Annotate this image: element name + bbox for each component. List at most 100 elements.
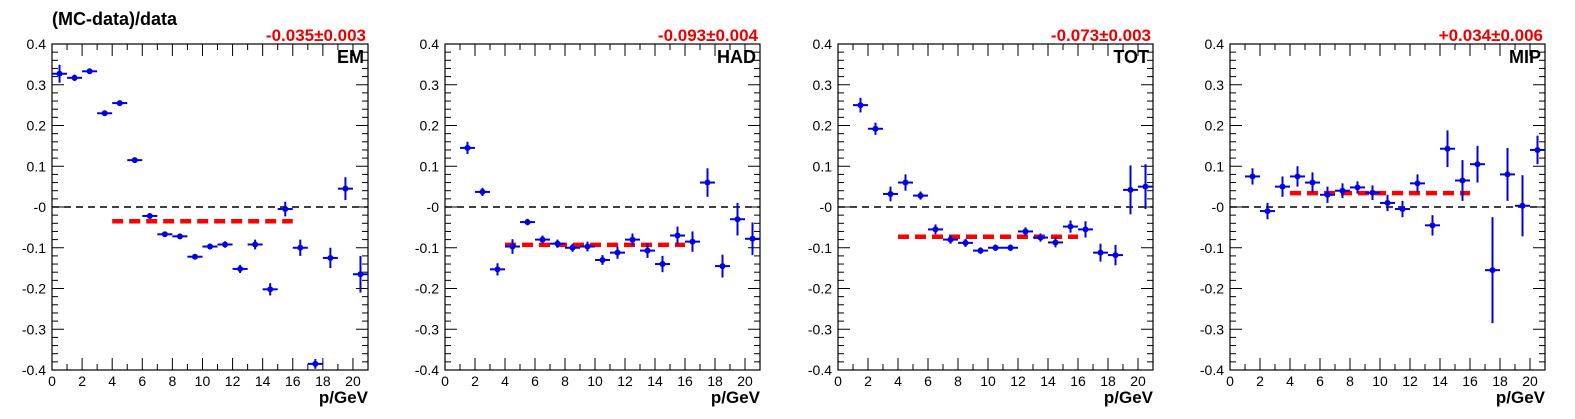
- marker: [1022, 228, 1029, 235]
- data-point: [1500, 147, 1515, 201]
- y-tick-label: 0.1: [420, 158, 440, 174]
- data-point: [82, 68, 98, 75]
- data-point: [277, 201, 293, 217]
- marker: [1384, 199, 1391, 206]
- marker: [644, 247, 651, 254]
- marker: [614, 249, 621, 256]
- marker: [1112, 252, 1119, 259]
- x-tick-label: 14: [1432, 373, 1448, 389]
- data-point: [1320, 186, 1335, 203]
- marker: [1519, 202, 1526, 209]
- data-point: [943, 235, 958, 244]
- marker: [176, 233, 183, 240]
- x-tick-label: 20: [1522, 373, 1538, 389]
- marker: [161, 231, 168, 238]
- data-point: [745, 222, 760, 256]
- marker: [479, 188, 486, 195]
- marker: [1339, 187, 1346, 194]
- y-tick-label: -0.1: [415, 240, 439, 256]
- y-tick-label: 0.2: [813, 118, 833, 134]
- marker: [1279, 183, 1286, 190]
- marker: [857, 102, 864, 109]
- data-point: [685, 231, 700, 252]
- data-point: [988, 244, 1003, 252]
- y-tick-label: -0: [427, 199, 440, 215]
- y-tick-label: -0: [1212, 199, 1225, 215]
- x-tick-label: 12: [617, 373, 633, 389]
- y-tick-label: -0: [820, 199, 833, 215]
- data-point: [1365, 185, 1380, 201]
- data-point: [1305, 172, 1320, 193]
- x-tick-label: 2: [78, 373, 86, 389]
- x-tick-label: 4: [501, 373, 509, 389]
- marker: [1429, 222, 1436, 229]
- data-point: [232, 264, 248, 274]
- y-tick-label: -0.3: [808, 321, 832, 337]
- x-tick-label: 14: [255, 373, 271, 389]
- data-point: [883, 186, 898, 202]
- y-tick-label: -0.4: [22, 362, 46, 378]
- y-tick-label: 0.3: [420, 77, 440, 93]
- data-point: [505, 239, 520, 254]
- marker: [689, 238, 696, 245]
- panels: -0.4 -0.3 -0.2 -0.1 -0 0.1 0.2 0.3 0.4 0 2 4 6 8 10 12 1…: [22, 26, 1546, 407]
- x-tick-label: 2: [1256, 373, 1264, 389]
- marker: [1097, 249, 1104, 256]
- marker: [494, 266, 501, 273]
- data-point: [202, 243, 218, 250]
- panel-label: EM: [337, 47, 364, 67]
- fit-result-text: -0.093±0.004: [658, 26, 759, 45]
- y-tick-label: 0.3: [1205, 77, 1225, 93]
- data-point: [1275, 176, 1290, 197]
- marker: [86, 68, 93, 75]
- x-tick-label: 6: [531, 373, 539, 389]
- data-point: [1245, 168, 1260, 185]
- marker: [887, 190, 894, 197]
- data-point: [610, 246, 625, 259]
- marker: [1324, 191, 1331, 198]
- data-point: [550, 239, 565, 248]
- data-point: [352, 255, 368, 293]
- data-point: [1440, 130, 1455, 168]
- data-point: [625, 233, 640, 246]
- panel-tot: -0.4 -0.3 -0.2 -0.1 -0 0.1 0.2 0.3 0.4 0 2 4 6 8 10 12 1…: [808, 26, 1154, 407]
- data-point: [112, 100, 128, 107]
- data-point: [322, 247, 338, 269]
- marker: [267, 286, 274, 293]
- data-point: [1063, 220, 1078, 233]
- x-tick-label: 18: [315, 373, 331, 389]
- y-tick-label: 0.2: [420, 118, 440, 134]
- marker: [1399, 206, 1406, 213]
- data-point: [1470, 145, 1485, 183]
- data-point: [142, 212, 158, 219]
- panel-had: -0.4 -0.3 -0.2 -0.1 -0 0.1 0.2 0.3 0.4 0 2 4 6 8 10 12 1…: [415, 26, 761, 407]
- x-tick-label: 4: [894, 373, 902, 389]
- x-axis-title: p/GeV: [1104, 388, 1154, 407]
- y-tick-label: 0.2: [27, 118, 47, 134]
- data-point: [730, 202, 745, 236]
- x-tick-label: 8: [1346, 373, 1354, 389]
- marker: [131, 157, 138, 164]
- marker: [659, 261, 666, 268]
- marker: [1504, 171, 1511, 178]
- data-point: [1290, 166, 1305, 187]
- data-point: [475, 187, 490, 196]
- data-point: [1093, 243, 1108, 262]
- marker: [1142, 183, 1149, 190]
- marker: [599, 256, 606, 263]
- x-tick-label: 6: [924, 373, 932, 389]
- x-tick-label: 12: [1010, 373, 1026, 389]
- data-point: [1108, 244, 1123, 266]
- data-point: [1410, 174, 1425, 193]
- data-point: [1003, 244, 1018, 252]
- x-tick-label: 18: [707, 373, 723, 389]
- y-tick-label: -0.4: [415, 362, 439, 378]
- marker: [872, 125, 879, 132]
- marker: [116, 100, 123, 107]
- marker: [1294, 173, 1301, 180]
- marker: [357, 271, 364, 278]
- data-point: [262, 283, 278, 296]
- data-point: [490, 263, 505, 276]
- y-tick-label: -0.3: [22, 321, 46, 337]
- y-tick-label: -0.3: [415, 321, 439, 337]
